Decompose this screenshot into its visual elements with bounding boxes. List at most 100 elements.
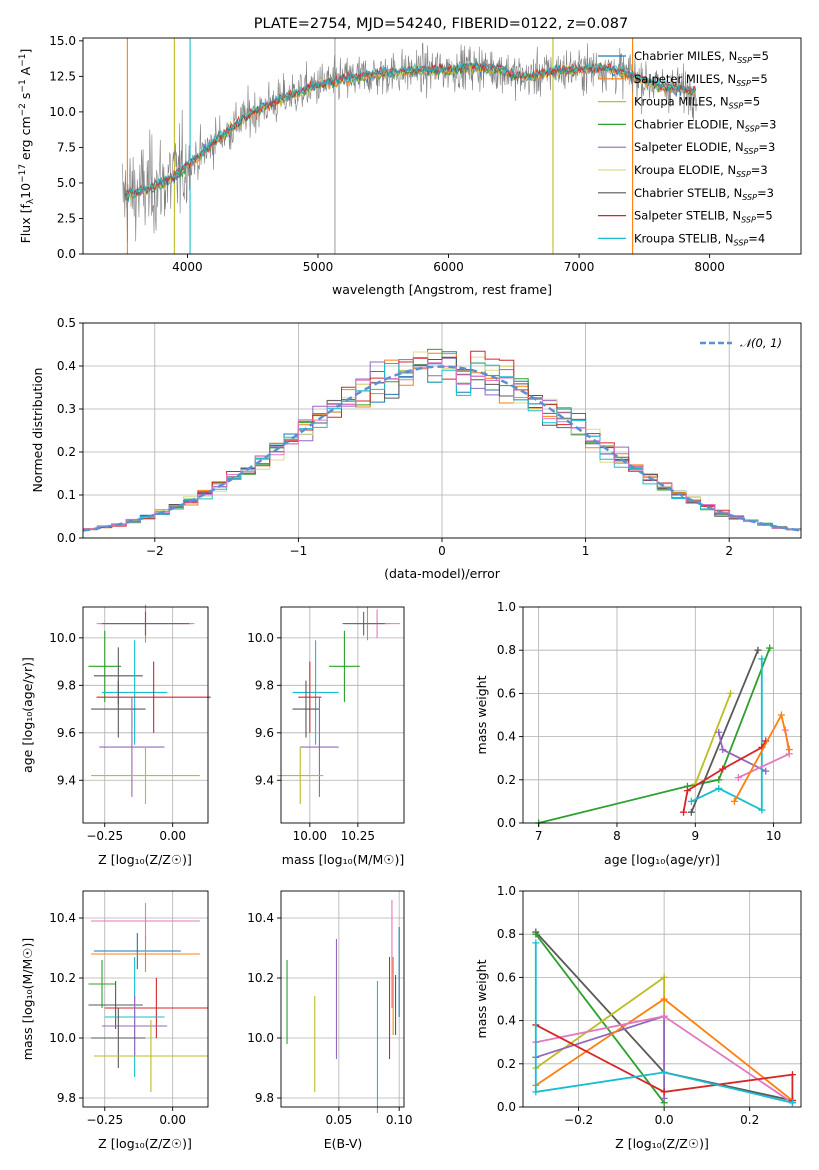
mass-z-xlabel: Z [log₁₀(Z/Z☉)] — [98, 1136, 192, 1151]
y-tick-label: 9.4 — [255, 773, 274, 787]
spectrum-lines — [121, 42, 697, 242]
residual-histogram-step — [83, 357, 801, 530]
x-tick-label: 2 — [725, 544, 733, 558]
mass-ebv-ticks: 0.05 0.10 9.8 10.0 10.2 10.4 — [247, 911, 412, 1127]
mass-weight-marker — [762, 767, 770, 775]
y-tick-label: 0.4 — [497, 1014, 516, 1028]
mass-weight-marker — [730, 797, 738, 805]
y-tick-label: 0.4 — [57, 359, 76, 373]
y-tick-label: 10.0 — [49, 1031, 76, 1045]
x-tick-label: 4000 — [172, 260, 203, 274]
y-tick-label: 10.0 — [49, 631, 76, 645]
mass-weight-marker — [660, 1094, 668, 1102]
y-tick-label: 0.0 — [57, 531, 76, 545]
y-tick-label: 0.2 — [497, 1057, 516, 1071]
mass-weight-marker — [532, 939, 540, 947]
weight-z-ticks: −0.2 0.0 0.2 0.0 0.2 0.4 0.6 0.8 1.0 — [497, 884, 759, 1127]
age-mass-ticks: 10.00 10.25 9.4 9.6 9.8 10.0 — [247, 631, 375, 843]
weight-age-xlabel: age [log₁₀(age/yr)] — [604, 852, 720, 867]
y-tick-label: 7.5 — [57, 140, 76, 154]
x-tick-label: 0.05 — [326, 1113, 353, 1127]
residuals-ylabel: Normed distribution — [30, 368, 45, 493]
mass-weight-marker — [715, 784, 723, 792]
mass-ebv-axes — [280, 890, 405, 1108]
mass-weight-marker — [788, 1071, 796, 1079]
spectrum-legend: Chabrier MILES, NSSP=5 Salpeter MILES, NS… — [598, 49, 776, 247]
mass-weight-marker — [660, 1088, 668, 1096]
residuals-ticks: −2 −1 0 1 2 0.0 0.1 0.2 0.3 0.4 0.5 — [57, 316, 733, 558]
x-tick-label: 10 — [766, 829, 781, 843]
x-tick-label: 6000 — [433, 260, 464, 274]
legend-label: Chabrier ELODIE, NSSP=3 — [634, 117, 776, 133]
y-tick-label: 15.0 — [49, 34, 76, 48]
y-tick-label: 9.8 — [57, 678, 76, 692]
mass-weight-marker — [754, 646, 762, 654]
mass-weight-line — [691, 658, 763, 812]
y-tick-label: 9.6 — [57, 726, 76, 740]
y-tick-label: 9.8 — [255, 678, 274, 692]
x-tick-label: 5000 — [303, 260, 334, 274]
gaussian-legend-label: 𝒩(0, 1) — [740, 336, 782, 350]
y-tick-label: 1.0 — [497, 600, 516, 614]
y-tick-label: 0.1 — [57, 488, 76, 502]
x-tick-label: 10.25 — [341, 829, 375, 843]
mass-weight-marker — [785, 746, 793, 754]
legend-label: Salpeter STELIB, NSSP=5 — [634, 209, 773, 225]
mass-weight-marker — [680, 808, 688, 816]
x-tick-label: −1 — [290, 544, 308, 558]
x-tick-label: −0.2 — [564, 1113, 593, 1127]
weight-age-axes — [522, 606, 802, 824]
mass-weight-marker — [687, 797, 695, 805]
age-z-ticks: −0.25 0.00 9.4 9.6 9.8 10.0 — [49, 631, 186, 843]
mass-weight-marker — [758, 806, 766, 814]
x-tick-label: 0.00 — [159, 829, 186, 843]
y-tick-label: 9.6 — [255, 726, 274, 740]
mass-weight-marker — [788, 1099, 796, 1107]
weight-z-lines — [532, 928, 796, 1107]
mass-z-ticks: −0.25 0.00 9.8 10.0 10.2 10.4 — [49, 911, 186, 1127]
residuals-legend: 𝒩(0, 1) — [700, 336, 782, 350]
x-tick-label: 1 — [582, 544, 590, 558]
mass-weight-marker — [777, 711, 785, 719]
x-tick-label: 8 — [613, 829, 621, 843]
x-tick-label: −2 — [146, 544, 164, 558]
age-z-xlabel: Z [log₁₀(Z/Z☉)] — [98, 852, 192, 867]
x-tick-label: 7 — [535, 829, 543, 843]
x-tick-label: 0 — [438, 544, 446, 558]
y-tick-label: 0.8 — [497, 643, 516, 657]
legend-label: Salpeter MILES, NSSP=5 — [634, 72, 768, 88]
x-tick-label: 0.10 — [386, 1113, 413, 1127]
mass-weight-line — [694, 693, 732, 785]
legend-label: Kroupa STELIB, NSSP=4 — [634, 231, 765, 247]
y-tick-label: 10.4 — [247, 911, 274, 925]
age-z-axes — [82, 606, 209, 824]
x-tick-label: 10.00 — [293, 829, 327, 843]
spectrum-ticks: 4000 5000 6000 7000 8000 0.0 2.5 5.0 7.5 10.0 12.5… — [49, 34, 725, 274]
x-tick-label: 8000 — [694, 260, 725, 274]
x-tick-label: 7000 — [564, 260, 595, 274]
age-mass-axes — [280, 606, 405, 824]
mass-weight-marker — [683, 787, 691, 795]
mass-weight-marker — [766, 644, 774, 652]
mass-weight-line — [534, 942, 793, 1104]
mass-weight-marker — [660, 973, 668, 981]
x-tick-label: 0.2 — [740, 1113, 759, 1127]
y-tick-label: 10.2 — [247, 971, 274, 985]
model-spectrum-line — [124, 61, 697, 198]
y-tick-label: 9.8 — [255, 1091, 274, 1105]
y-tick-label: 10.4 — [49, 911, 76, 925]
mass-weight-marker — [727, 689, 735, 697]
y-tick-label: 5.0 — [57, 176, 76, 190]
y-tick-label: 1.0 — [497, 884, 516, 898]
weight-age-ticks: 7 8 9 10 0.0 0.2 0.4 0.6 0.8 1.0 — [497, 600, 781, 843]
mass-weight-marker — [719, 746, 727, 754]
x-tick-label: −0.25 — [86, 829, 123, 843]
weight-age-lines — [535, 644, 793, 827]
y-tick-label: 12.5 — [49, 69, 76, 83]
y-tick-label: 9.8 — [57, 1091, 76, 1105]
age-z-ylabel: age [log₁₀(age/yr)] — [20, 657, 35, 773]
mass-weight-line — [535, 933, 665, 1104]
mass-weight-marker — [660, 995, 668, 1003]
residuals-axes — [82, 322, 802, 539]
